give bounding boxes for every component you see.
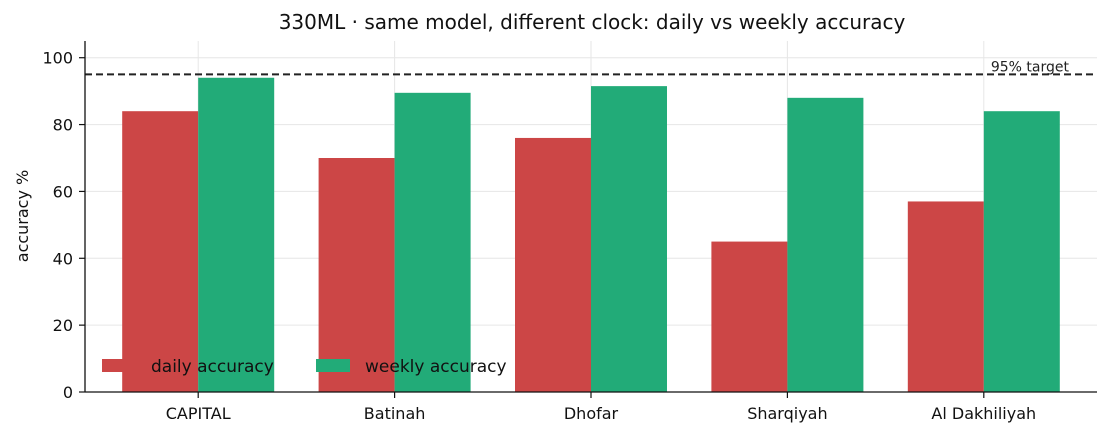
y-tick-label: 0 [63,383,73,402]
chart-title: 330ML · same model, different clock: dai… [279,10,906,34]
bar-daily-accuracy-capital [122,111,199,392]
bar-weekly-accuracy-dhofar [591,86,667,392]
legend: daily accuracy weekly accuracy [102,357,507,377]
x-tick-label: Batinah [364,404,426,423]
x-tick-label: CAPITAL [166,404,231,423]
y-tick-label: 100 [42,49,73,68]
bar-weekly-accuracy-al-dakhiliyah [983,111,1060,392]
y-tick-label: 20 [53,316,73,335]
legend-swatch-weekly-accuracy [316,359,350,372]
bar-daily-accuracy-batinah [318,158,395,392]
bars [122,77,1060,393]
legend-swatch-daily-accuracy [102,359,136,372]
x-tick-label: Dhofar [564,404,619,423]
y-tick-label: 60 [53,182,73,201]
bar-daily-accuracy-al-dakhiliyah [907,201,984,392]
x-tick-label: Sharqiyah [747,404,827,423]
target-reference-label: 95% target [991,59,1070,75]
reference-line-group: 95% target [85,59,1097,76]
legend-label-weekly-accuracy: weekly accuracy [365,357,507,377]
y-tick-label: 80 [53,116,73,135]
axes: 0 20 40 60 80 100 CAPITAL Batinah Dhofar Sharqiya… [42,41,1097,423]
x-tick-label: Al Dakhiliyah [931,404,1036,423]
y-axis-label: accuracy % [13,170,32,262]
bar-daily-accuracy-sharqiyah [711,241,788,392]
y-tick-label: 40 [53,249,73,268]
bar-weekly-accuracy-sharqiyah [787,97,864,392]
legend-label-daily-accuracy: daily accuracy [151,357,274,377]
bar-weekly-accuracy-capital [198,77,275,393]
bar-weekly-accuracy-batinah [394,92,471,393]
bar-daily-accuracy-dhofar [515,137,591,392]
